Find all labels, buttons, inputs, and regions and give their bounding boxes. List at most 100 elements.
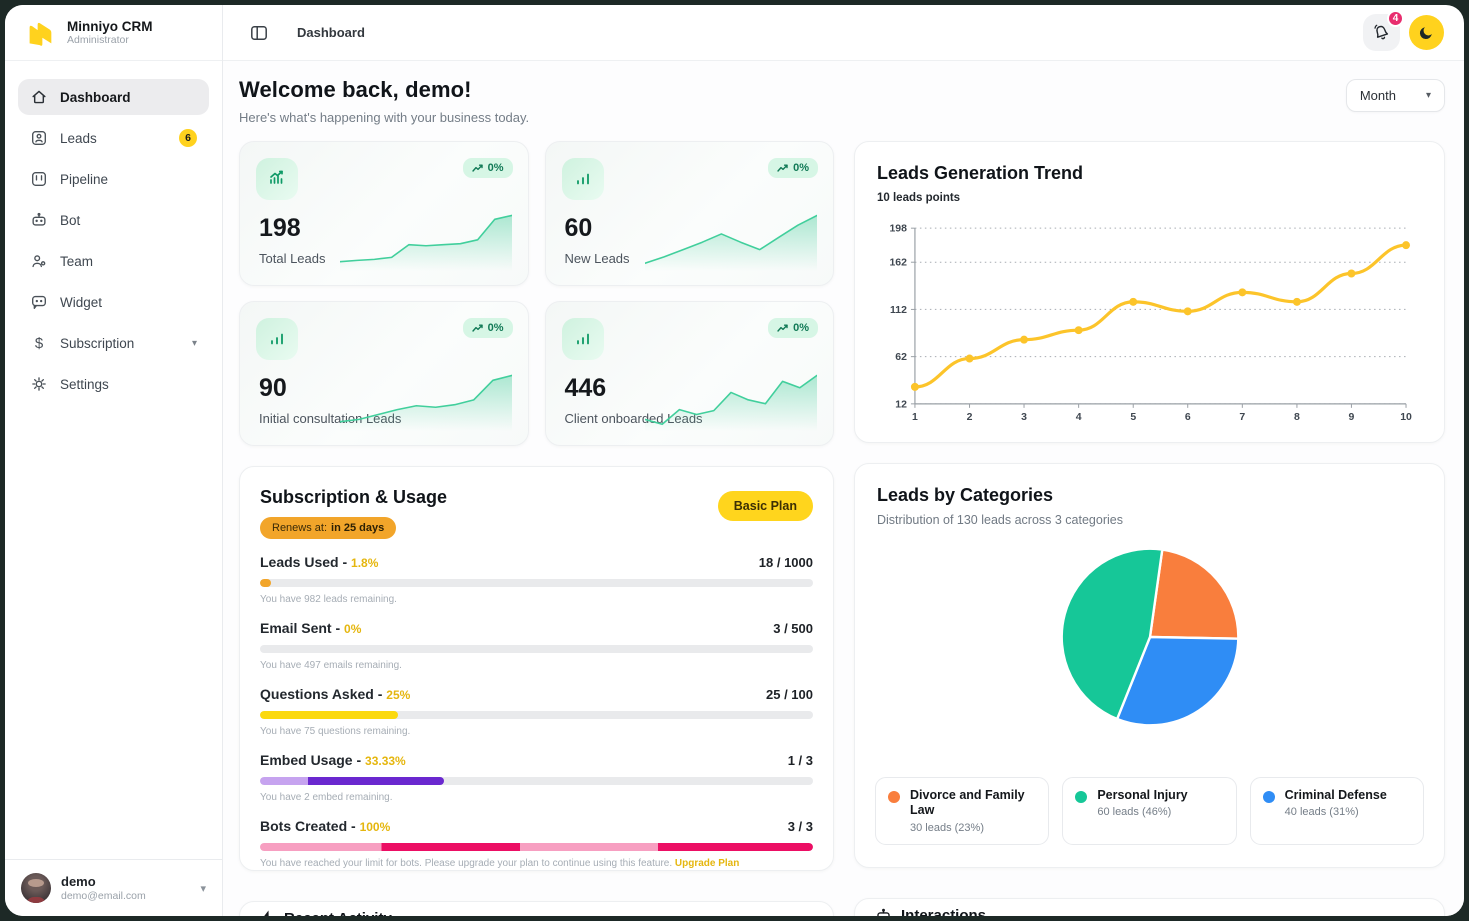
- progress-bar: [260, 843, 813, 851]
- meter-bots-created: Bots Created - 100% 3 / 3 You have reach…: [260, 818, 813, 869]
- leads-count-badge: 6: [179, 129, 197, 147]
- gear-icon: [30, 375, 48, 393]
- leads-categories-card: Leads by Categories Distribution of 130 …: [854, 463, 1445, 868]
- svg-text:162: 162: [889, 258, 907, 269]
- meter-note: You have 75 questions remaining.: [260, 726, 411, 737]
- legend-name: Divorce and Family Law: [910, 787, 1025, 818]
- renewal-badge: Renews at: in 25 days: [260, 517, 397, 539]
- sidebar-item-settings[interactable]: Settings: [18, 366, 209, 402]
- meter-note: You have 497 emails remaining.: [260, 660, 402, 671]
- trending-up-icon: [777, 324, 788, 332]
- period-select-value: Month: [1359, 88, 1396, 103]
- categories-pie-chart: [1060, 547, 1240, 727]
- sidebar-item-widget[interactable]: Widget: [18, 284, 209, 320]
- sidebar-item-team[interactable]: Team: [18, 243, 209, 279]
- legend-detail: 60 leads (46%): [1097, 806, 1172, 819]
- sidebar-item-pipeline[interactable]: Pipeline: [18, 161, 209, 197]
- card-title: Recent Activity: [284, 910, 392, 916]
- subscription-usage-card: Subscription & Usage Basic Plan Renews a…: [239, 466, 834, 871]
- svg-text:2: 2: [967, 412, 973, 423]
- svg-text:5: 5: [1130, 412, 1136, 423]
- legend-item-divorce-family-law: Divorce and Family Law 30 leads (23%): [875, 776, 1050, 845]
- meter-label: Questions Asked -: [260, 686, 387, 702]
- svg-text:12: 12: [895, 399, 907, 410]
- sparkline-chart: [339, 367, 512, 431]
- app-window: Minniyo CRM Administrator Dashboard Lead…: [5, 5, 1464, 916]
- trend-badge: 0%: [768, 318, 818, 338]
- meter-note: You have reached your limit for bots. Pl…: [260, 858, 740, 869]
- upgrade-plan-link[interactable]: Upgrade Plan: [674, 858, 740, 869]
- sidebar-toggle-button[interactable]: [248, 22, 270, 44]
- sparkline-chart: [339, 207, 512, 271]
- meter-note: You have 982 leads remaining.: [260, 594, 397, 605]
- stat-card-client-onboarded: 0% 446 Client onboarded Leads: [544, 301, 834, 446]
- progress-bar: [260, 711, 813, 719]
- svg-text:9: 9: [1349, 412, 1355, 423]
- user-menu[interactable]: demo demo@email.com ▾: [5, 859, 222, 916]
- svg-text:1: 1: [912, 412, 918, 423]
- plan-badge: Basic Plan: [717, 491, 813, 521]
- sidebar-item-dashboard[interactable]: Dashboard: [18, 79, 209, 115]
- sparkline-chart: [645, 367, 817, 431]
- pie-legend: Divorce and Family Law 30 leads (23%) Pe…: [875, 776, 1424, 845]
- legend-dot: [1262, 790, 1275, 803]
- sidebar-item-bot[interactable]: Bot: [18, 202, 209, 238]
- meter-ratio: 1 / 3: [787, 753, 813, 768]
- meter-leads-used: Leads Used - 1.8% 18 / 1000 You have 982…: [260, 554, 813, 605]
- notifications-button[interactable]: 4: [1363, 10, 1404, 51]
- legend-name: Personal Injury: [1097, 787, 1188, 802]
- sidebar-nav: Dashboard Leads 6 Pipeline Bot: [5, 61, 222, 859]
- robot-icon: [877, 908, 890, 916]
- meter-percent: 25%: [386, 688, 411, 702]
- user-email: demo@email.com: [61, 889, 146, 902]
- meter-ratio: 3 / 3: [787, 819, 813, 834]
- meter-ratio: 18 / 1000: [758, 555, 813, 570]
- progress-bar: [260, 645, 813, 653]
- trending-up-icon: [471, 164, 483, 172]
- sidebar-item-label: Settings: [60, 376, 109, 392]
- bell-icon: [1374, 24, 1389, 40]
- stat-value: 90: [259, 374, 287, 402]
- progress-bar: [260, 579, 813, 587]
- notification-count-badge: 4: [1387, 10, 1404, 27]
- sidebar-item-label: Leads: [60, 130, 97, 146]
- brand-name: Minniyo CRM: [67, 18, 153, 34]
- dark-mode-toggle[interactable]: [1409, 15, 1444, 50]
- dollar-icon: $: [34, 334, 44, 352]
- page-subtitle: Here's what's happening with your busine…: [239, 110, 530, 125]
- meter-percent: 33.33%: [365, 754, 406, 768]
- card-title: Leads by Categories: [877, 485, 1054, 505]
- stat-card-new-leads: 0% 60 New Leads: [544, 141, 834, 286]
- meter-ratio: 25 / 100: [766, 687, 813, 702]
- stat-label: Total Leads: [259, 251, 326, 266]
- sidebar-item-label: Team: [60, 253, 94, 269]
- trend-badge: 0%: [462, 318, 513, 338]
- stat-cards: 0% 198 Total Leads 0: [239, 141, 834, 446]
- avatar: [21, 873, 51, 903]
- sidebar-item-subscription[interactable]: $ Subscription ▾: [18, 325, 209, 361]
- trend-badge: 0%: [462, 158, 513, 178]
- sparkline-chart: [645, 207, 817, 271]
- sidebar-item-leads[interactable]: Leads 6: [18, 120, 209, 156]
- svg-text:112: 112: [890, 305, 907, 316]
- moon-icon: [1419, 27, 1432, 40]
- chart-line-icon: [256, 158, 298, 200]
- svg-text:8: 8: [1294, 412, 1300, 423]
- brand-logo-icon: [29, 22, 52, 46]
- meter-label: Embed Usage -: [260, 752, 366, 768]
- svg-text:4: 4: [1076, 412, 1082, 423]
- period-select[interactable]: Month ▾: [1345, 79, 1445, 112]
- meter-label: Leads Used -: [260, 554, 352, 570]
- kanban-icon: [30, 170, 48, 188]
- svg-text:62: 62: [895, 352, 907, 363]
- team-users-icon: [30, 252, 48, 270]
- legend-item-criminal-defense: Criminal Defense 40 leads (31%): [1249, 776, 1424, 845]
- stat-value: 198: [259, 214, 301, 242]
- page-title: Welcome back, demo!: [239, 77, 472, 102]
- card-subtitle: 10 leads points: [877, 192, 961, 204]
- sidebar-item-label: Pipeline: [60, 171, 109, 187]
- sidebar-item-label: Dashboard: [60, 89, 131, 105]
- card-title: Subscription & Usage: [260, 487, 448, 507]
- trend-badge: 0%: [768, 158, 818, 178]
